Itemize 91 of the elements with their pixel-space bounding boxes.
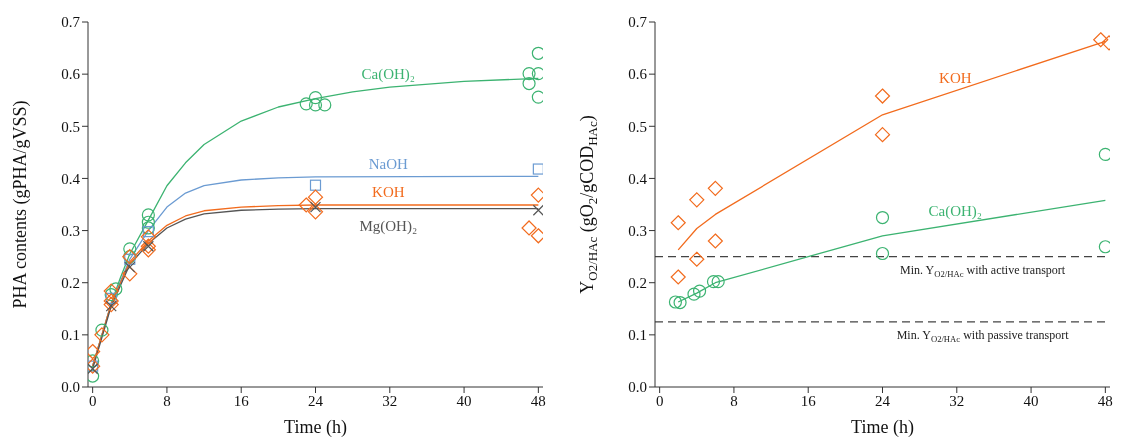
point (707, 180, 723, 196)
point (689, 251, 705, 267)
y-tick-label: 0.0 (628, 379, 647, 396)
point (875, 210, 890, 225)
point (141, 215, 155, 229)
point (140, 229, 156, 245)
point (521, 220, 537, 236)
point (309, 179, 322, 191)
x-axis-title: Time (h) (851, 417, 914, 438)
point (689, 192, 705, 208)
x-tick-label: 16 (800, 392, 817, 409)
point (307, 189, 324, 205)
point (707, 233, 723, 249)
y-axis-title: PHA contents (gPHA/gVSS) (10, 100, 31, 309)
x-tick-label: 48 (530, 392, 546, 409)
y-tick-label: 0.1 (61, 327, 80, 344)
point (103, 293, 119, 309)
point (104, 288, 118, 302)
point (522, 67, 536, 81)
x-tick-label: 0 (88, 392, 97, 409)
point (123, 242, 137, 256)
point (307, 204, 324, 220)
point (88, 354, 100, 368)
y-tick-label: 0.5 (61, 118, 80, 135)
series-label: KOH (372, 184, 405, 201)
y-tick-label: 0.4 (61, 170, 81, 187)
point (668, 295, 683, 309)
x-tick-label: 24 (875, 392, 891, 409)
x-tick-label: 24 (308, 392, 324, 409)
point (673, 295, 687, 310)
point (711, 275, 725, 289)
point (308, 91, 323, 105)
point (299, 97, 313, 111)
point (692, 284, 707, 298)
y-tick-label: 0.2 (628, 275, 647, 292)
point (124, 261, 136, 273)
point (687, 287, 701, 301)
point (875, 246, 890, 261)
point (531, 46, 543, 60)
x-tick-label: 48 (1097, 392, 1113, 409)
point (95, 323, 109, 337)
x-tick-label: 8 (163, 392, 171, 409)
point (532, 163, 543, 175)
point (318, 98, 332, 112)
y-tick-label: 0.5 (628, 118, 647, 135)
series-label: Ca(OH)₂ (928, 203, 983, 221)
point (140, 242, 156, 258)
point (141, 208, 155, 222)
point (109, 282, 123, 296)
point (103, 283, 119, 299)
point (308, 98, 323, 112)
ref-line-label: Min. Y$_{O2/HAc}$ with active transport (900, 262, 1066, 279)
x-axis-title: Time (h) (284, 417, 347, 438)
x-tick-label: 16 (233, 392, 250, 409)
y-tick-label: 0.3 (628, 222, 647, 239)
point (874, 88, 891, 104)
point (874, 127, 891, 143)
point (670, 269, 686, 285)
series-label: Ca(OH)₂ (361, 66, 416, 84)
x-tick-label: 40 (456, 392, 472, 409)
x-tick-label: 0 (655, 392, 664, 409)
point (94, 327, 110, 343)
y-tick-label: 0.7 (628, 14, 648, 31)
point (141, 221, 155, 235)
x-tick-label: 32 (382, 392, 398, 409)
y-tick-label: 0.1 (628, 327, 647, 344)
point (1093, 32, 1109, 48)
point (670, 215, 686, 231)
point (309, 201, 322, 213)
y-tick-label: 0.6 (628, 66, 648, 83)
point (532, 204, 543, 216)
point (298, 197, 314, 213)
y-tick-label: 0.0 (61, 379, 80, 396)
point (531, 67, 543, 81)
point (142, 226, 154, 238)
point (522, 76, 536, 91)
ref-line-label: Min. Y$_{O2/HAc}$ with passive transport (896, 327, 1070, 344)
y-tick-label: 0.6 (61, 66, 81, 83)
y-tick-label: 0.3 (61, 222, 80, 239)
y-tick-label: 0.2 (61, 275, 80, 292)
y-tick-label: 0.7 (61, 14, 81, 31)
point (531, 90, 543, 104)
x-tick-label: 40 (1023, 392, 1039, 409)
point (706, 275, 721, 289)
series-label: KOH (939, 69, 972, 86)
series-label: Mg(OH)₂ (359, 217, 418, 235)
x-tick-label: 32 (949, 392, 965, 409)
x-tick-label: 8 (730, 392, 738, 409)
series-label: NaOH (368, 155, 409, 172)
point (105, 292, 117, 304)
y-tick-label: 0.4 (628, 170, 648, 187)
